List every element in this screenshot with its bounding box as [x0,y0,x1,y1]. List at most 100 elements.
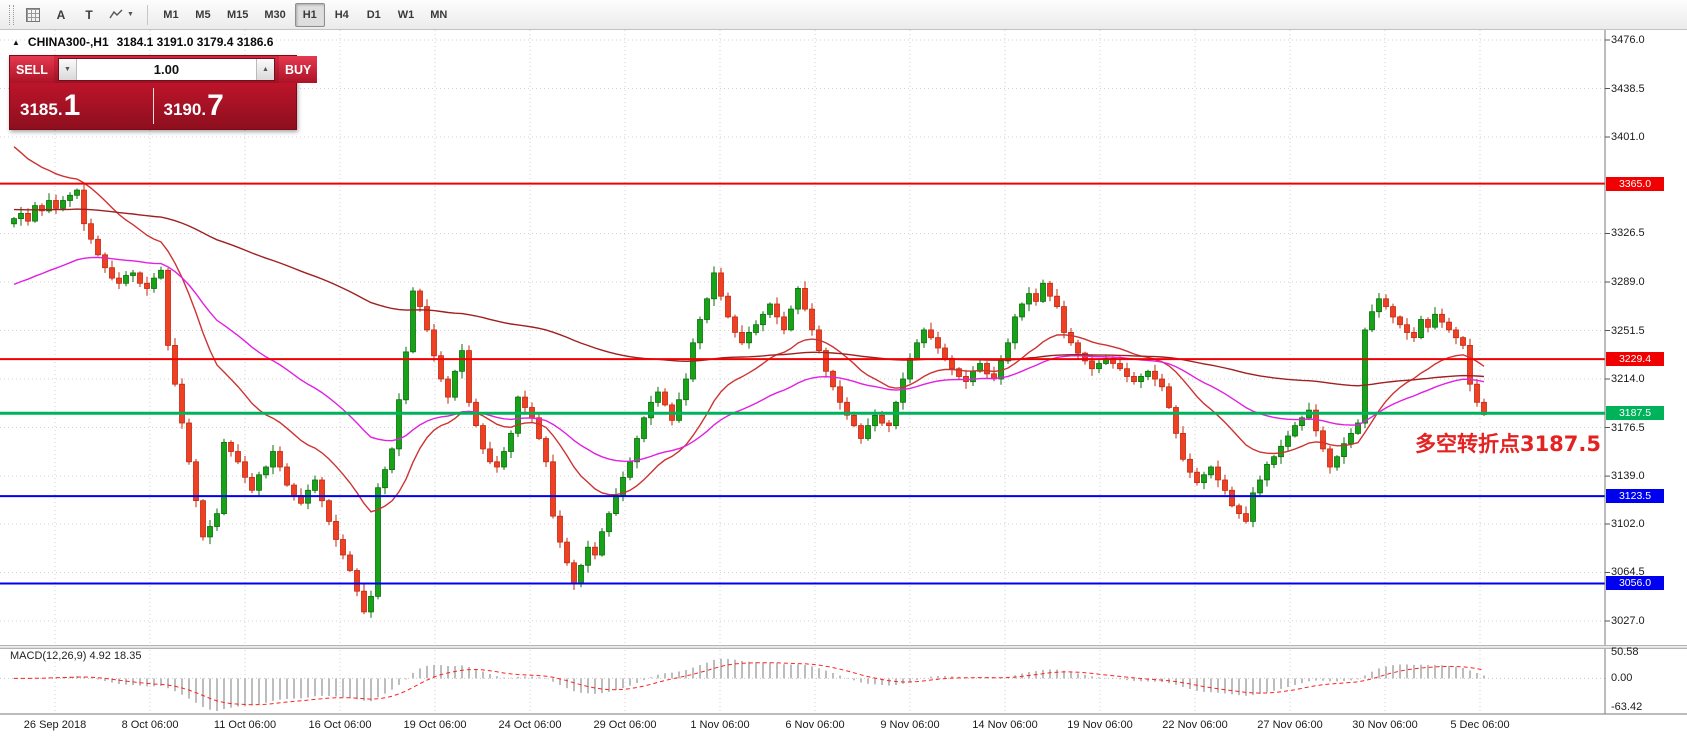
macd-histogram-bar [419,668,421,679]
tf-m15-button[interactable]: M15 [220,3,255,27]
macd-histogram-bar [160,678,162,686]
candle-body [928,329,934,339]
candle-body [1390,306,1396,318]
macd-histogram-bar [804,664,806,679]
symbol-timeframe-label: CHINA300-,H1 [27,35,109,49]
macd-histogram-bar [769,662,771,679]
candle-body [1271,456,1277,465]
volume-decrease-button[interactable]: ▼ [58,59,77,80]
hline-price-badge: 3187.5 [1606,406,1664,421]
candle-body [970,370,976,383]
macd-histogram-bar [1077,673,1079,679]
date-axis-label: 24 Oct 06:00 [498,719,562,731]
macd-histogram-bar [1056,669,1058,679]
macd-histogram-bar [839,675,841,679]
candle-body [452,370,458,398]
candle-body [725,295,731,318]
macd-scale-min: -63.42 [1611,701,1643,713]
macd-histogram-bar [27,678,29,679]
candle-body [1355,422,1361,434]
volume-input[interactable] [76,59,256,80]
tf-mn-button[interactable]: MN [423,3,454,27]
candle-body [284,466,290,486]
sell-price[interactable]: 3185. 1 [10,91,153,121]
text-tool-button[interactable]: T [76,3,102,27]
candle-body [1215,466,1221,481]
macd-histogram-bar [97,678,99,680]
hline-price-badge: 3365.0 [1606,176,1664,191]
volume-control: ▼ ▲ [57,58,275,81]
candle-body [431,329,437,357]
candle-body [270,451,276,468]
volume-increase-button[interactable]: ▲ [255,59,274,80]
macd-histogram-bar [1210,678,1212,693]
window-splitter[interactable] [0,645,1687,649]
candle-body [32,205,38,222]
candle-body [613,495,619,515]
toolbar-drag-handle[interactable] [9,4,14,25]
candle-body [781,316,787,331]
candle-body [1180,432,1186,460]
tf-w1-button[interactable]: W1 [391,3,422,27]
candle-body [1026,293,1032,305]
candle-body [25,212,31,222]
tf-h1-button[interactable]: H1 [294,2,325,27]
grid-tool-icon[interactable] [20,3,46,27]
tf-d1-button[interactable]: D1 [359,3,389,27]
candle-body [1082,352,1088,362]
buy-price[interactable]: 3190. 7 [154,91,297,121]
chart-text-annotation[interactable]: 多空转折点3187.5 [1414,432,1601,456]
tf-h4-button[interactable]: H4 [327,3,357,27]
candle-body [1124,368,1130,377]
one-click-toggle-icon[interactable]: ▲ [12,37,20,47]
candle-body [515,396,521,434]
axis-price-label: 3438.5 [1611,82,1645,95]
macd-histogram-bar [1301,678,1303,684]
candle-body [123,275,129,284]
macd-histogram-bar [468,666,470,679]
macd-histogram-bar [741,660,743,679]
date-axis-label: 8 Oct 06:00 [121,719,179,731]
candle-body [1467,344,1473,385]
tf-m1-button[interactable]: M1 [156,3,186,27]
tf-m30-button[interactable]: M30 [257,3,292,27]
macd-histogram-bar [1273,678,1275,691]
candle-body [1278,445,1284,458]
candle-body [130,272,136,276]
buy-button[interactable]: BUY [278,56,318,83]
date-axis-label: 16 Oct 06:00 [308,719,372,731]
candle-body [1453,329,1459,339]
macd-histogram-bar [510,677,512,679]
macd-histogram-bar [216,678,218,711]
candle-body [347,554,353,571]
candle-body [137,272,143,284]
macd-histogram-bar [1224,678,1226,694]
candle-body [627,461,633,478]
macd-histogram-bar [923,678,925,679]
macd-histogram-bar [405,678,407,680]
macd-histogram-bar [860,678,862,683]
candle-body [1439,313,1445,323]
candle-body [662,391,668,406]
macd-histogram-bar [342,678,344,698]
arrow-tool-button[interactable]: A [48,3,74,27]
macd-histogram-bar [762,662,764,679]
macd-histogram-bar [1252,678,1254,696]
candle-body [550,461,556,517]
candle-body [382,469,388,489]
macd-histogram-bar [867,678,869,684]
sell-button[interactable]: SELL [10,56,54,83]
candle-body [732,316,738,333]
candle-body [1131,375,1137,382]
macd-histogram-bar [517,676,519,679]
axis-price-label: 3027.0 [1611,615,1645,627]
cursor-style-dropdown[interactable]: ▼ [104,3,139,27]
candle-body [95,238,101,256]
candle-body [935,337,941,349]
tf-m5-button[interactable]: M5 [188,3,218,27]
macd-histogram-bar [433,664,435,679]
candle-body [697,319,703,344]
date-axis-label: 6 Nov 06:00 [785,719,845,731]
macd-histogram-bar [447,666,449,679]
